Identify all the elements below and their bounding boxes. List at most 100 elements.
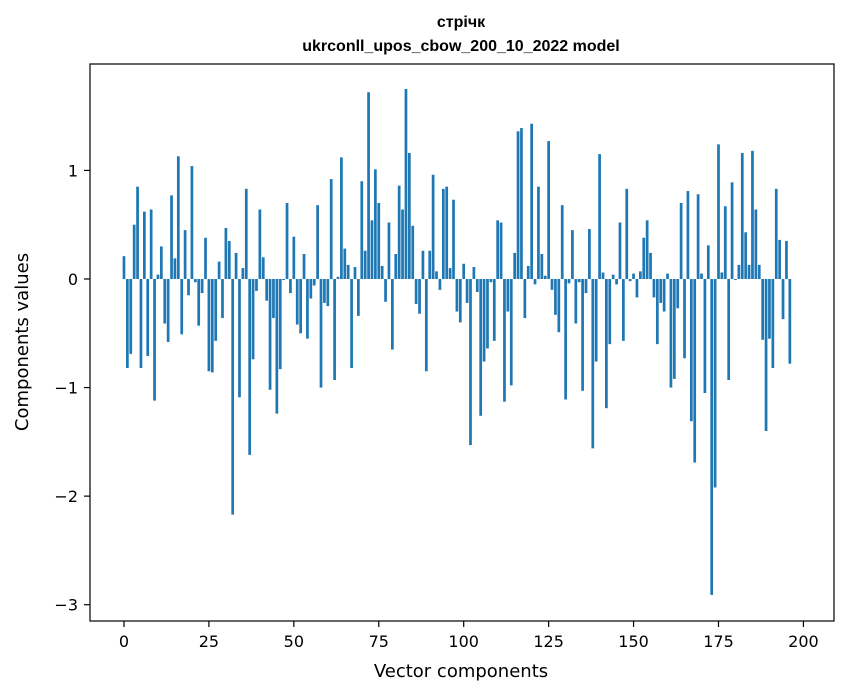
y-tick-label: −2 <box>54 487 78 506</box>
bar <box>387 222 391 279</box>
bar <box>360 181 364 279</box>
bar <box>540 254 544 279</box>
bar <box>550 278 554 290</box>
bar <box>747 264 751 279</box>
bar <box>159 246 163 279</box>
bar <box>197 278 201 326</box>
bar <box>187 278 190 296</box>
bar <box>227 240 231 279</box>
bar <box>241 268 245 279</box>
bar <box>163 278 167 324</box>
bar <box>635 278 639 298</box>
bar <box>384 278 387 302</box>
bar <box>394 254 398 279</box>
bar <box>445 186 449 279</box>
x-tick-label: 100 <box>448 632 479 651</box>
bar <box>574 278 578 324</box>
bar <box>278 278 282 370</box>
bar <box>333 278 336 380</box>
bar <box>353 267 357 279</box>
bar <box>489 278 493 283</box>
x-tick-label: 175 <box>703 632 734 651</box>
bar <box>785 240 788 279</box>
bar <box>781 278 785 320</box>
bar <box>520 128 523 279</box>
bar <box>672 278 676 379</box>
bar <box>407 153 411 279</box>
bar <box>479 278 483 416</box>
bar <box>404 88 408 279</box>
bar <box>537 186 540 279</box>
bar <box>156 274 160 279</box>
bar <box>132 224 136 279</box>
bar <box>143 211 146 279</box>
bar <box>611 274 615 279</box>
bar <box>224 227 228 279</box>
bar <box>200 278 204 294</box>
bar <box>567 278 571 284</box>
bar <box>251 278 255 360</box>
x-tick-label: 50 <box>284 632 304 651</box>
bar <box>693 278 697 463</box>
bar <box>139 278 143 369</box>
bar <box>261 257 265 279</box>
bar <box>309 278 313 299</box>
bar <box>411 225 415 279</box>
bar <box>374 169 377 279</box>
x-axis-ticks: 0 25 50 75 100 125 150 175 200 <box>119 621 819 651</box>
bar <box>652 278 656 298</box>
bar <box>421 250 425 279</box>
bar <box>649 252 652 279</box>
bar <box>377 202 381 279</box>
bar <box>761 278 765 340</box>
bar <box>441 188 445 279</box>
bar <box>207 278 211 372</box>
bar <box>214 278 218 341</box>
y-axis-label: Components values <box>12 253 33 431</box>
bar <box>564 278 567 400</box>
bar <box>771 278 775 369</box>
bar <box>768 278 771 339</box>
x-tick-label: 25 <box>199 632 219 651</box>
bar <box>764 278 768 431</box>
bar <box>615 278 618 285</box>
bar <box>591 278 595 449</box>
bar <box>458 278 462 323</box>
bar <box>632 273 635 279</box>
bar <box>302 254 306 279</box>
bar <box>221 278 224 319</box>
bar <box>452 199 455 279</box>
bar <box>350 278 353 369</box>
bar <box>149 209 153 279</box>
bar <box>594 278 598 362</box>
bar <box>190 166 194 279</box>
y-tick-label: 1 <box>68 161 78 180</box>
bar <box>533 278 537 285</box>
x-tick-label: 75 <box>369 632 389 651</box>
bar <box>584 278 588 294</box>
bar <box>581 278 584 391</box>
bar <box>662 278 666 312</box>
bar <box>272 278 275 319</box>
bar <box>435 271 438 279</box>
bar <box>231 278 235 515</box>
bar <box>180 278 184 335</box>
bar <box>686 191 690 279</box>
bar <box>727 278 731 380</box>
bar <box>204 237 207 279</box>
bar <box>666 273 669 279</box>
bar <box>146 278 150 357</box>
bar <box>122 256 126 279</box>
bar <box>645 220 649 279</box>
bar <box>472 267 476 279</box>
bar <box>136 186 139 279</box>
bar <box>601 272 605 279</box>
bar <box>448 268 452 279</box>
chart-title: стрічк ukrconll_upos_cbow_200_10_2022 mo… <box>302 14 619 55</box>
bar <box>734 278 737 281</box>
bar <box>258 209 262 279</box>
bar <box>676 278 680 309</box>
bar <box>340 157 343 279</box>
bar <box>560 205 564 279</box>
bar <box>282 278 285 281</box>
